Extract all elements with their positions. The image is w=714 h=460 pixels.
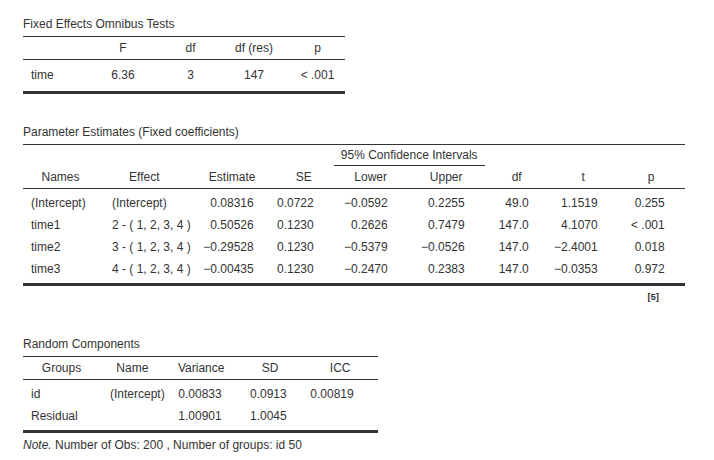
cell: 2 - ( 1, 2, 3, 4 )	[98, 214, 191, 236]
spanner-blank-right	[485, 145, 685, 166]
cell: < .001	[290, 60, 345, 93]
table-row: time3 4 - ( 1, 2, 3, 4 ) −0.00435 0.1230…	[23, 258, 685, 285]
column-header-df: df	[163, 37, 218, 60]
cell: 1.00901	[165, 405, 238, 432]
cell: 0.0722	[274, 189, 334, 215]
table-row: time1 2 - ( 1, 2, 3, 4 ) 0.50526 0.1230 …	[23, 214, 685, 236]
table-row: Residual 1.00901 1.0045	[23, 405, 378, 432]
table-row: id (Intercept) 0.00833 0.0913 0.00819	[23, 380, 378, 406]
cell: 0.972	[618, 258, 685, 285]
cell: −0.29528	[191, 236, 274, 258]
note-text: Number of Obs: 200 , Number of groups: i…	[55, 438, 302, 452]
cell: 3	[163, 60, 218, 93]
cell: (Intercept)	[100, 380, 165, 406]
row-label: time3	[23, 258, 98, 285]
cell: 0.50526	[191, 214, 274, 236]
cell: 0.7479	[408, 214, 485, 236]
cell: 0.1230	[274, 214, 334, 236]
cell: 4.1070	[549, 214, 618, 236]
note-prefix: Note.	[23, 438, 52, 452]
cell: 0.018	[618, 236, 685, 258]
ci-group-header: 95% Confidence Intervals	[334, 145, 485, 166]
cell: 0.255	[618, 189, 685, 215]
column-header-icc: ICC	[303, 357, 378, 380]
random-header-row: Groups Name Variance SD ICC	[23, 357, 378, 380]
row-label: time	[23, 60, 83, 93]
cell: 0.2383	[408, 258, 485, 285]
column-header-names: Names	[23, 166, 98, 189]
cell: −0.0526	[408, 236, 485, 258]
cell: −0.5379	[334, 236, 408, 258]
table-row: (Intercept) (Intercept) 0.08316 0.0722 −…	[23, 189, 685, 215]
table-row: time2 3 - ( 1, 2, 3, 4 ) −0.29528 0.1230…	[23, 236, 685, 258]
column-header-name: Name	[100, 357, 165, 380]
cell: 147.0	[485, 258, 549, 285]
column-header-estimate: Estimate	[191, 166, 274, 189]
column-header-t: t	[549, 166, 618, 189]
cell: 6.36	[83, 60, 163, 93]
row-label: id	[23, 380, 100, 406]
column-header-blank	[23, 37, 83, 60]
omnibus-table: F df df (res) p time 6.36 3 147 < .001	[23, 36, 345, 94]
cell: 1.0045	[238, 405, 303, 432]
table-note: Note. Number of Obs: 200 , Number of gro…	[23, 438, 714, 452]
column-header-df-res: df (res)	[218, 37, 290, 60]
random-table-title: Random Components	[23, 337, 714, 351]
cell: 4 - ( 1, 2, 3, 4 )	[98, 258, 191, 285]
column-header-p: p	[290, 37, 345, 60]
cell: 0.2255	[408, 189, 485, 215]
cell: 0.0913	[238, 380, 303, 406]
table-row: time 6.36 3 147 < .001	[23, 60, 345, 93]
cell	[303, 405, 378, 432]
cell: 147.0	[485, 236, 549, 258]
cell: −0.00435	[191, 258, 274, 285]
omnibus-table-title: Fixed Effects Omnibus Tests	[23, 17, 714, 31]
results-output-panel: Fixed Effects Omnibus Tests F df df (res…	[0, 0, 714, 452]
row-label: time1	[23, 214, 98, 236]
column-header-F: F	[83, 37, 163, 60]
cell: 0.1230	[274, 258, 334, 285]
column-header-se: SE	[274, 166, 334, 189]
estimates-table-title: Parameter Estimates (Fixed coefficients)	[23, 125, 714, 139]
cell: < .001	[618, 214, 685, 236]
cell: −0.0353	[549, 258, 618, 285]
column-header-lower: Lower	[334, 166, 408, 189]
cell: −0.0592	[334, 189, 408, 215]
cell: 0.08316	[191, 189, 274, 215]
cell: 147	[218, 60, 290, 93]
omnibus-section: Fixed Effects Omnibus Tests F df df (res…	[23, 17, 714, 94]
cell: 0.1230	[274, 236, 334, 258]
cell: 0.00833	[165, 380, 238, 406]
estimates-table: 95% Confidence Intervals Names Effect Es…	[23, 144, 685, 286]
row-label: (Intercept)	[23, 189, 98, 215]
cell: −0.2470	[334, 258, 408, 285]
random-components-table: Groups Name Variance SD ICC id (Intercep…	[23, 356, 378, 433]
cell: 49.0	[485, 189, 549, 215]
cell	[100, 405, 165, 432]
parameter-estimates-section: Parameter Estimates (Fixed coefficients)…	[23, 125, 714, 304]
column-header-variance: Variance	[165, 357, 238, 380]
cell: 147.0	[485, 214, 549, 236]
row-label: time2	[23, 236, 98, 258]
cell: 1.1519	[549, 189, 618, 215]
random-components-section: Random Components Groups Name Variance S…	[23, 337, 714, 452]
column-header-sd: SD	[238, 357, 303, 380]
column-header-p: p	[618, 166, 685, 189]
row-label: Residual	[23, 405, 100, 432]
cell: 3 - ( 1, 2, 3, 4 )	[98, 236, 191, 258]
spanner-blank-left	[23, 145, 334, 166]
cell: 0.2626	[334, 214, 408, 236]
cell: (Intercept)	[98, 189, 191, 215]
cell: 0.00819	[303, 380, 378, 406]
estimates-header-row: Names Effect Estimate SE Lower Upper df …	[23, 166, 685, 189]
column-header-groups: Groups	[23, 357, 100, 380]
cell: −2.4001	[549, 236, 618, 258]
column-header-df: df	[485, 166, 549, 189]
column-header-effect: Effect	[98, 166, 191, 189]
omnibus-header-row: F df df (res) p	[23, 37, 345, 60]
column-header-upper: Upper	[408, 166, 485, 189]
footnote-marker: [5]	[23, 290, 679, 304]
ci-spanner-row: 95% Confidence Intervals	[23, 145, 685, 166]
